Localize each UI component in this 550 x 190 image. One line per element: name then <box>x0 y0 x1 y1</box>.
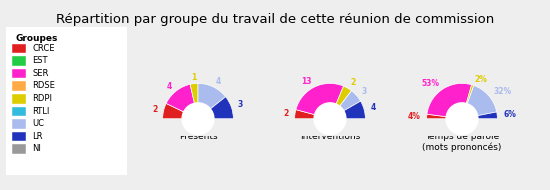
Text: RDPI: RDPI <box>32 94 52 103</box>
Bar <box>12 107 26 116</box>
Wedge shape <box>198 83 226 119</box>
Wedge shape <box>330 91 361 119</box>
Wedge shape <box>198 97 233 119</box>
Wedge shape <box>462 85 474 119</box>
Circle shape <box>446 103 478 135</box>
Text: Temps de parole
(mots prononcés): Temps de parole (mots prononcés) <box>422 132 502 152</box>
Wedge shape <box>462 112 497 119</box>
Text: 6%: 6% <box>503 110 516 119</box>
Bar <box>12 94 26 104</box>
Text: 4: 4 <box>370 104 376 112</box>
Wedge shape <box>462 86 497 119</box>
Text: 2: 2 <box>283 109 289 118</box>
Text: RDSE: RDSE <box>32 81 55 90</box>
Wedge shape <box>295 110 330 119</box>
Bar <box>12 69 26 78</box>
Text: RTLI: RTLI <box>32 107 50 116</box>
Bar <box>12 44 26 53</box>
Bar <box>12 119 26 129</box>
Text: 4: 4 <box>167 82 172 91</box>
Text: SER: SER <box>32 69 48 78</box>
Text: Répartition par groupe du travail de cette réunion de commission: Répartition par groupe du travail de cet… <box>56 13 494 26</box>
Text: 32%: 32% <box>493 87 512 96</box>
Bar <box>420 119 504 161</box>
Wedge shape <box>190 83 198 119</box>
FancyBboxPatch shape <box>3 24 129 178</box>
Text: 53%: 53% <box>421 79 439 88</box>
Text: 4: 4 <box>216 77 221 86</box>
Bar <box>12 82 26 91</box>
Wedge shape <box>330 86 351 119</box>
Wedge shape <box>427 83 471 119</box>
Text: 3: 3 <box>361 87 367 96</box>
Bar <box>12 56 26 66</box>
Text: Interventions: Interventions <box>300 132 360 141</box>
Text: UC: UC <box>32 119 44 128</box>
Text: LR: LR <box>32 132 42 141</box>
Wedge shape <box>330 101 365 119</box>
Wedge shape <box>163 103 198 119</box>
Text: 2: 2 <box>351 78 356 87</box>
Text: EST: EST <box>32 56 48 65</box>
Text: 4%: 4% <box>408 112 420 121</box>
Text: Groupes: Groupes <box>15 34 58 43</box>
Wedge shape <box>427 114 462 119</box>
Text: NI: NI <box>32 144 41 153</box>
Text: 1: 1 <box>191 73 196 82</box>
Bar <box>156 119 240 161</box>
Wedge shape <box>296 83 344 119</box>
Text: CRCE: CRCE <box>32 44 54 53</box>
Circle shape <box>182 103 214 135</box>
Circle shape <box>314 103 346 135</box>
Text: 2%: 2% <box>475 74 487 84</box>
Wedge shape <box>166 84 198 119</box>
Bar <box>12 144 26 154</box>
Text: 3: 3 <box>238 101 243 109</box>
Bar <box>12 132 26 141</box>
Text: 2: 2 <box>152 105 157 114</box>
Bar <box>288 119 372 161</box>
Text: 13: 13 <box>301 77 311 86</box>
Text: Présents: Présents <box>179 132 217 141</box>
